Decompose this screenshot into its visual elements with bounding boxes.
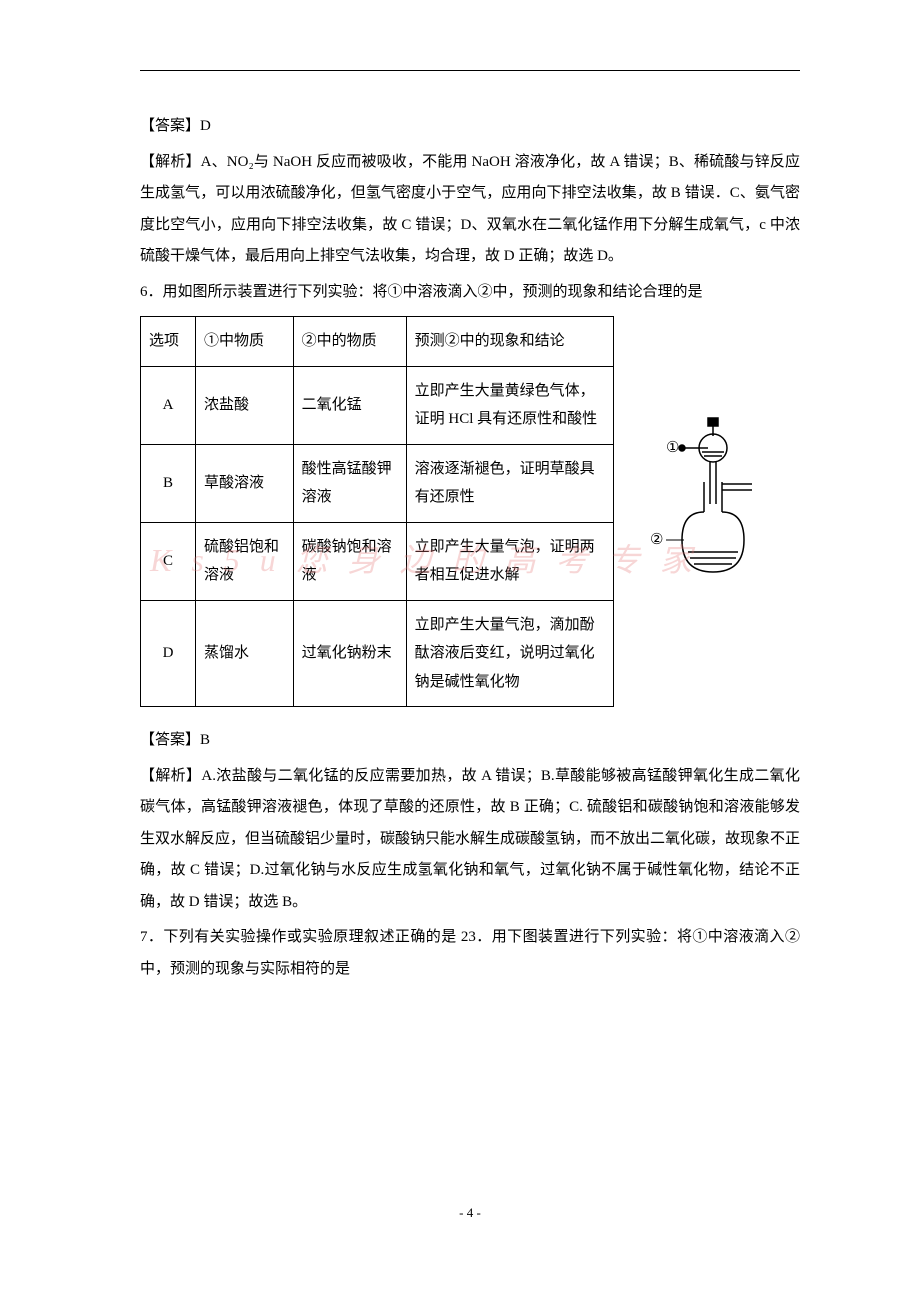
cell-opt: C bbox=[141, 522, 196, 600]
apparatus-diagram: ① ② bbox=[622, 412, 792, 612]
diagram-label-1: ① bbox=[666, 440, 679, 456]
q5-analysis: 【解析】A、NO₂与 NaOH 反应而被吸收，不能用 NaOH 溶液净化，故 A… bbox=[140, 147, 800, 273]
cell-sub1: 浓盐酸 bbox=[196, 366, 294, 444]
table-header-row: 选项 ①中物质 ②中的物质 预测②中的现象和结论 bbox=[141, 317, 801, 367]
analysis-label: 【解析】 bbox=[140, 768, 201, 784]
q6-table-wrap: 选项 ①中物质 ②中的物质 预测②中的现象和结论 bbox=[140, 316, 800, 707]
cell-sub1: 硫酸铝饱和溶液 bbox=[196, 522, 294, 600]
q5-answer: 【答案】D bbox=[140, 111, 800, 143]
cell-opt: B bbox=[141, 444, 196, 522]
page-container: 【答案】D 【解析】A、NO₂与 NaOH 反应而被吸收，不能用 NaOH 溶液… bbox=[0, 0, 920, 1261]
q6-analysis: 【解析】A.浓盐酸与二氧化锰的反应需要加热，故 A 错误；B.草酸能够被高锰酸钾… bbox=[140, 761, 800, 919]
q7-stem: 7．下列有关实验操作或实验原理叙述正确的是 23．用下图装置进行下列实验：将①中… bbox=[140, 922, 800, 985]
cell-sub2: 碳酸钠饱和溶液 bbox=[293, 522, 406, 600]
cell-sub2: 过氧化钠粉末 bbox=[293, 600, 406, 707]
answer-value: D bbox=[200, 118, 211, 134]
th-opt: 选项 bbox=[141, 317, 196, 367]
analysis-text: A.浓盐酸与二氧化锰的反应需要加热，故 A 错误；B.草酸能够被高锰酸钾氧化生成… bbox=[140, 768, 800, 910]
analysis-text: A、NO₂与 NaOH 反应而被吸收，不能用 NaOH 溶液净化，故 A 错误；… bbox=[140, 154, 800, 265]
th-conc: 预测②中的现象和结论 bbox=[406, 317, 613, 367]
cell-opt: D bbox=[141, 600, 196, 707]
cell-conc: 立即产生大量气泡，证明两者相互促进水解 bbox=[406, 522, 613, 600]
answer-label: 【答案】 bbox=[140, 118, 200, 134]
cell-sub1: 草酸溶液 bbox=[196, 444, 294, 522]
diagram-cell: ① ② bbox=[613, 317, 800, 707]
diagram-label-2: ② bbox=[650, 532, 663, 548]
analysis-label: 【解析】 bbox=[140, 154, 201, 170]
cell-opt: A bbox=[141, 366, 196, 444]
th-sub2: ②中的物质 bbox=[293, 317, 406, 367]
th-sub1: ①中物质 bbox=[196, 317, 294, 367]
q6-table: 选项 ①中物质 ②中的物质 预测②中的现象和结论 bbox=[140, 316, 800, 707]
cell-conc: 立即产生大量黄绿色气体，证明 HCl 具有还原性和酸性 bbox=[406, 366, 613, 444]
top-rule bbox=[140, 70, 800, 71]
answer-value: B bbox=[200, 732, 210, 748]
q6-stem: 6．用如图所示装置进行下列实验：将①中溶液滴入②中，预测的现象和结论合理的是 bbox=[140, 277, 800, 309]
cell-conc: 立即产生大量气泡，滴加酚酞溶液后变红，说明过氧化钠是碱性氧化物 bbox=[406, 600, 613, 707]
cell-sub2: 酸性高锰酸钾溶液 bbox=[293, 444, 406, 522]
page-number: - 4 - bbox=[140, 1205, 800, 1221]
cell-opt-text: C bbox=[163, 553, 173, 569]
cell-sub1: 蒸馏水 bbox=[196, 600, 294, 707]
answer-label: 【答案】 bbox=[140, 732, 200, 748]
cell-conc: 溶液逐渐褪色，证明草酸具有还原性 bbox=[406, 444, 613, 522]
cell-sub2: 二氧化锰 bbox=[293, 366, 406, 444]
q6-answer: 【答案】B bbox=[140, 725, 800, 757]
